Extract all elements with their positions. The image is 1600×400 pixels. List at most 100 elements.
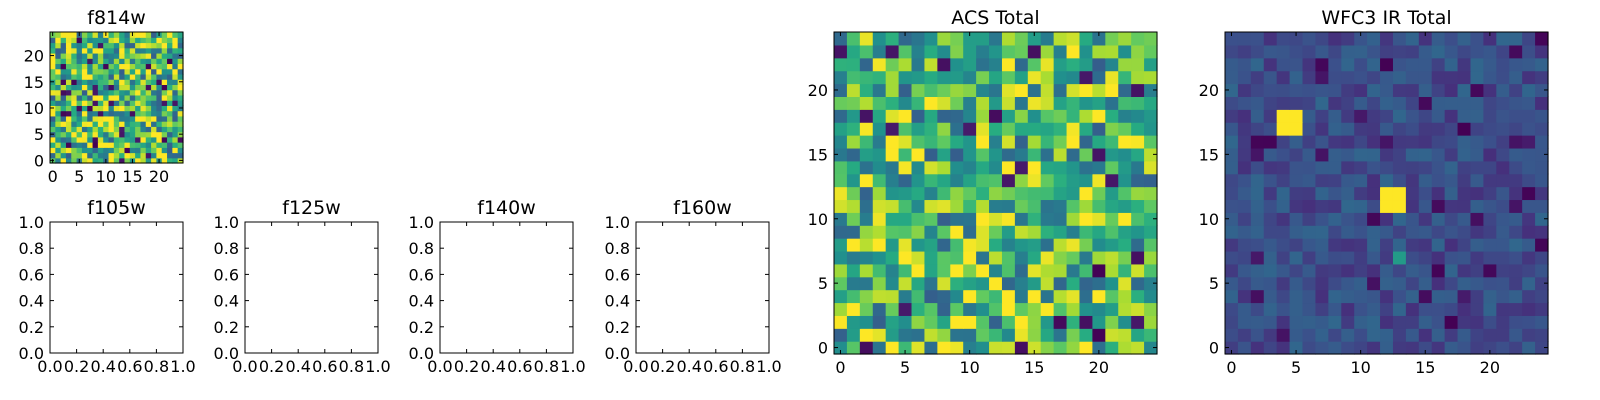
heatmap-cell <box>1470 302 1484 316</box>
heatmap-cell <box>963 173 977 188</box>
heatmap-cell <box>898 199 913 213</box>
heatmap-cell <box>1276 289 1291 304</box>
heatmap-cell <box>1289 160 1304 175</box>
heatmap-cell <box>1367 122 1381 136</box>
heatmap-cell <box>124 121 131 127</box>
heatmap-cell <box>65 94 72 101</box>
heatmap-cell <box>108 105 115 112</box>
heatmap-cell <box>60 105 67 112</box>
heatmap-cell <box>885 238 900 252</box>
heatmap-cell <box>129 110 136 117</box>
heatmap-cell <box>60 84 67 91</box>
y-tick-label: 0.8 <box>19 239 44 258</box>
heatmap-cell <box>1470 276 1484 291</box>
heatmap-cell <box>92 63 99 70</box>
heatmap-cell <box>97 42 104 49</box>
heatmap-cell <box>124 63 131 70</box>
heatmap-cell <box>1444 122 1459 136</box>
heatmap-cell <box>1405 96 1420 110</box>
heatmap-cell <box>135 37 142 44</box>
heatmap-cell <box>1431 212 1446 226</box>
heatmap-cell <box>1405 122 1420 136</box>
heatmap-cell <box>1496 135 1510 149</box>
heatmap-cell <box>1118 212 1132 226</box>
heatmap-cell <box>1105 212 1119 226</box>
heatmap-cell <box>1001 341 1016 355</box>
heatmap-cell <box>1014 225 1029 239</box>
heatmap-cell <box>1225 44 1239 59</box>
heatmap-cell <box>1066 32 1081 46</box>
heatmap-cell <box>885 250 900 265</box>
heatmap-cell <box>1027 328 1042 342</box>
heatmap-cell <box>87 63 94 70</box>
heatmap-cell <box>119 131 126 138</box>
heatmap-cell <box>1341 32 1355 46</box>
heatmap-cell <box>135 32 142 38</box>
heatmap-cell <box>1289 225 1304 239</box>
heatmap-cell <box>177 58 184 65</box>
heatmap-cell <box>1237 96 1252 110</box>
heatmap-cell <box>1001 70 1016 85</box>
heatmap-cell <box>1315 199 1329 213</box>
heatmap-cell <box>140 110 147 117</box>
heatmap-cell <box>1354 212 1368 226</box>
heatmap-cell <box>1250 122 1265 136</box>
heatmap-cell <box>885 341 900 355</box>
heatmap-cell <box>1237 32 1252 46</box>
y-tick-label: 5 <box>34 125 44 144</box>
heatmap-cell <box>1092 109 1106 123</box>
heatmap-cell <box>1496 122 1510 136</box>
heatmap-cell <box>937 225 951 239</box>
heatmap-cell <box>1405 199 1420 213</box>
heatmap-cell <box>1027 83 1042 97</box>
heatmap-cell <box>129 37 136 44</box>
heatmap-cell <box>76 47 83 54</box>
heatmap-cell <box>1092 263 1106 278</box>
heatmap-cell <box>1276 57 1291 72</box>
heatmap-cell <box>1289 83 1304 97</box>
heatmap-cell <box>1431 225 1446 239</box>
heatmap-cell <box>1457 32 1472 46</box>
y-tick-label: 1.0 <box>605 213 630 232</box>
heatmap-cell <box>60 37 67 44</box>
heatmap-cell <box>1367 328 1381 342</box>
heatmap-cell <box>1328 135 1342 149</box>
heatmap-cell <box>140 32 147 38</box>
heatmap-cell <box>55 63 62 70</box>
heatmap-cell <box>1289 57 1304 72</box>
heatmap-cell <box>834 302 848 316</box>
heatmap-cell <box>151 142 157 148</box>
heatmap-cell <box>1418 147 1433 162</box>
heatmap-cell <box>885 225 900 239</box>
heatmap-cell <box>1027 341 1042 355</box>
heatmap-cell <box>885 44 900 59</box>
heatmap-cell <box>1263 341 1278 355</box>
y-tick-label: 0.8 <box>605 239 630 258</box>
heatmap-cell <box>1092 250 1106 265</box>
heatmap-cell <box>1237 238 1252 252</box>
heatmap-cell <box>65 152 72 159</box>
heatmap-cell <box>172 63 179 70</box>
heatmap-cell <box>1027 263 1042 278</box>
heatmap-cell <box>161 32 168 38</box>
heatmap-cell <box>1276 238 1291 252</box>
heatmap-cell <box>108 47 115 54</box>
heatmap-cell <box>963 32 977 46</box>
heatmap-cell <box>1392 57 1407 72</box>
heatmap-cell <box>1105 160 1119 175</box>
heatmap-cell <box>1431 32 1446 46</box>
heatmap-cell <box>1053 173 1068 188</box>
x-tick-label: 0.2 <box>259 357 284 376</box>
heatmap-cell <box>156 47 163 54</box>
heatmap-cell <box>113 136 120 143</box>
heatmap-cell <box>156 94 163 101</box>
heatmap-cell <box>1118 289 1132 304</box>
heatmap-cell <box>1079 160 1093 175</box>
heatmap-cell <box>1131 341 1145 355</box>
heatmap-cell <box>1380 289 1394 304</box>
heatmap-cell <box>1225 135 1239 149</box>
heatmap-cell <box>177 89 184 96</box>
heatmap-cell <box>1263 96 1278 110</box>
y-tick-label: 0.6 <box>605 265 630 284</box>
heatmap-cell <box>1341 147 1355 162</box>
